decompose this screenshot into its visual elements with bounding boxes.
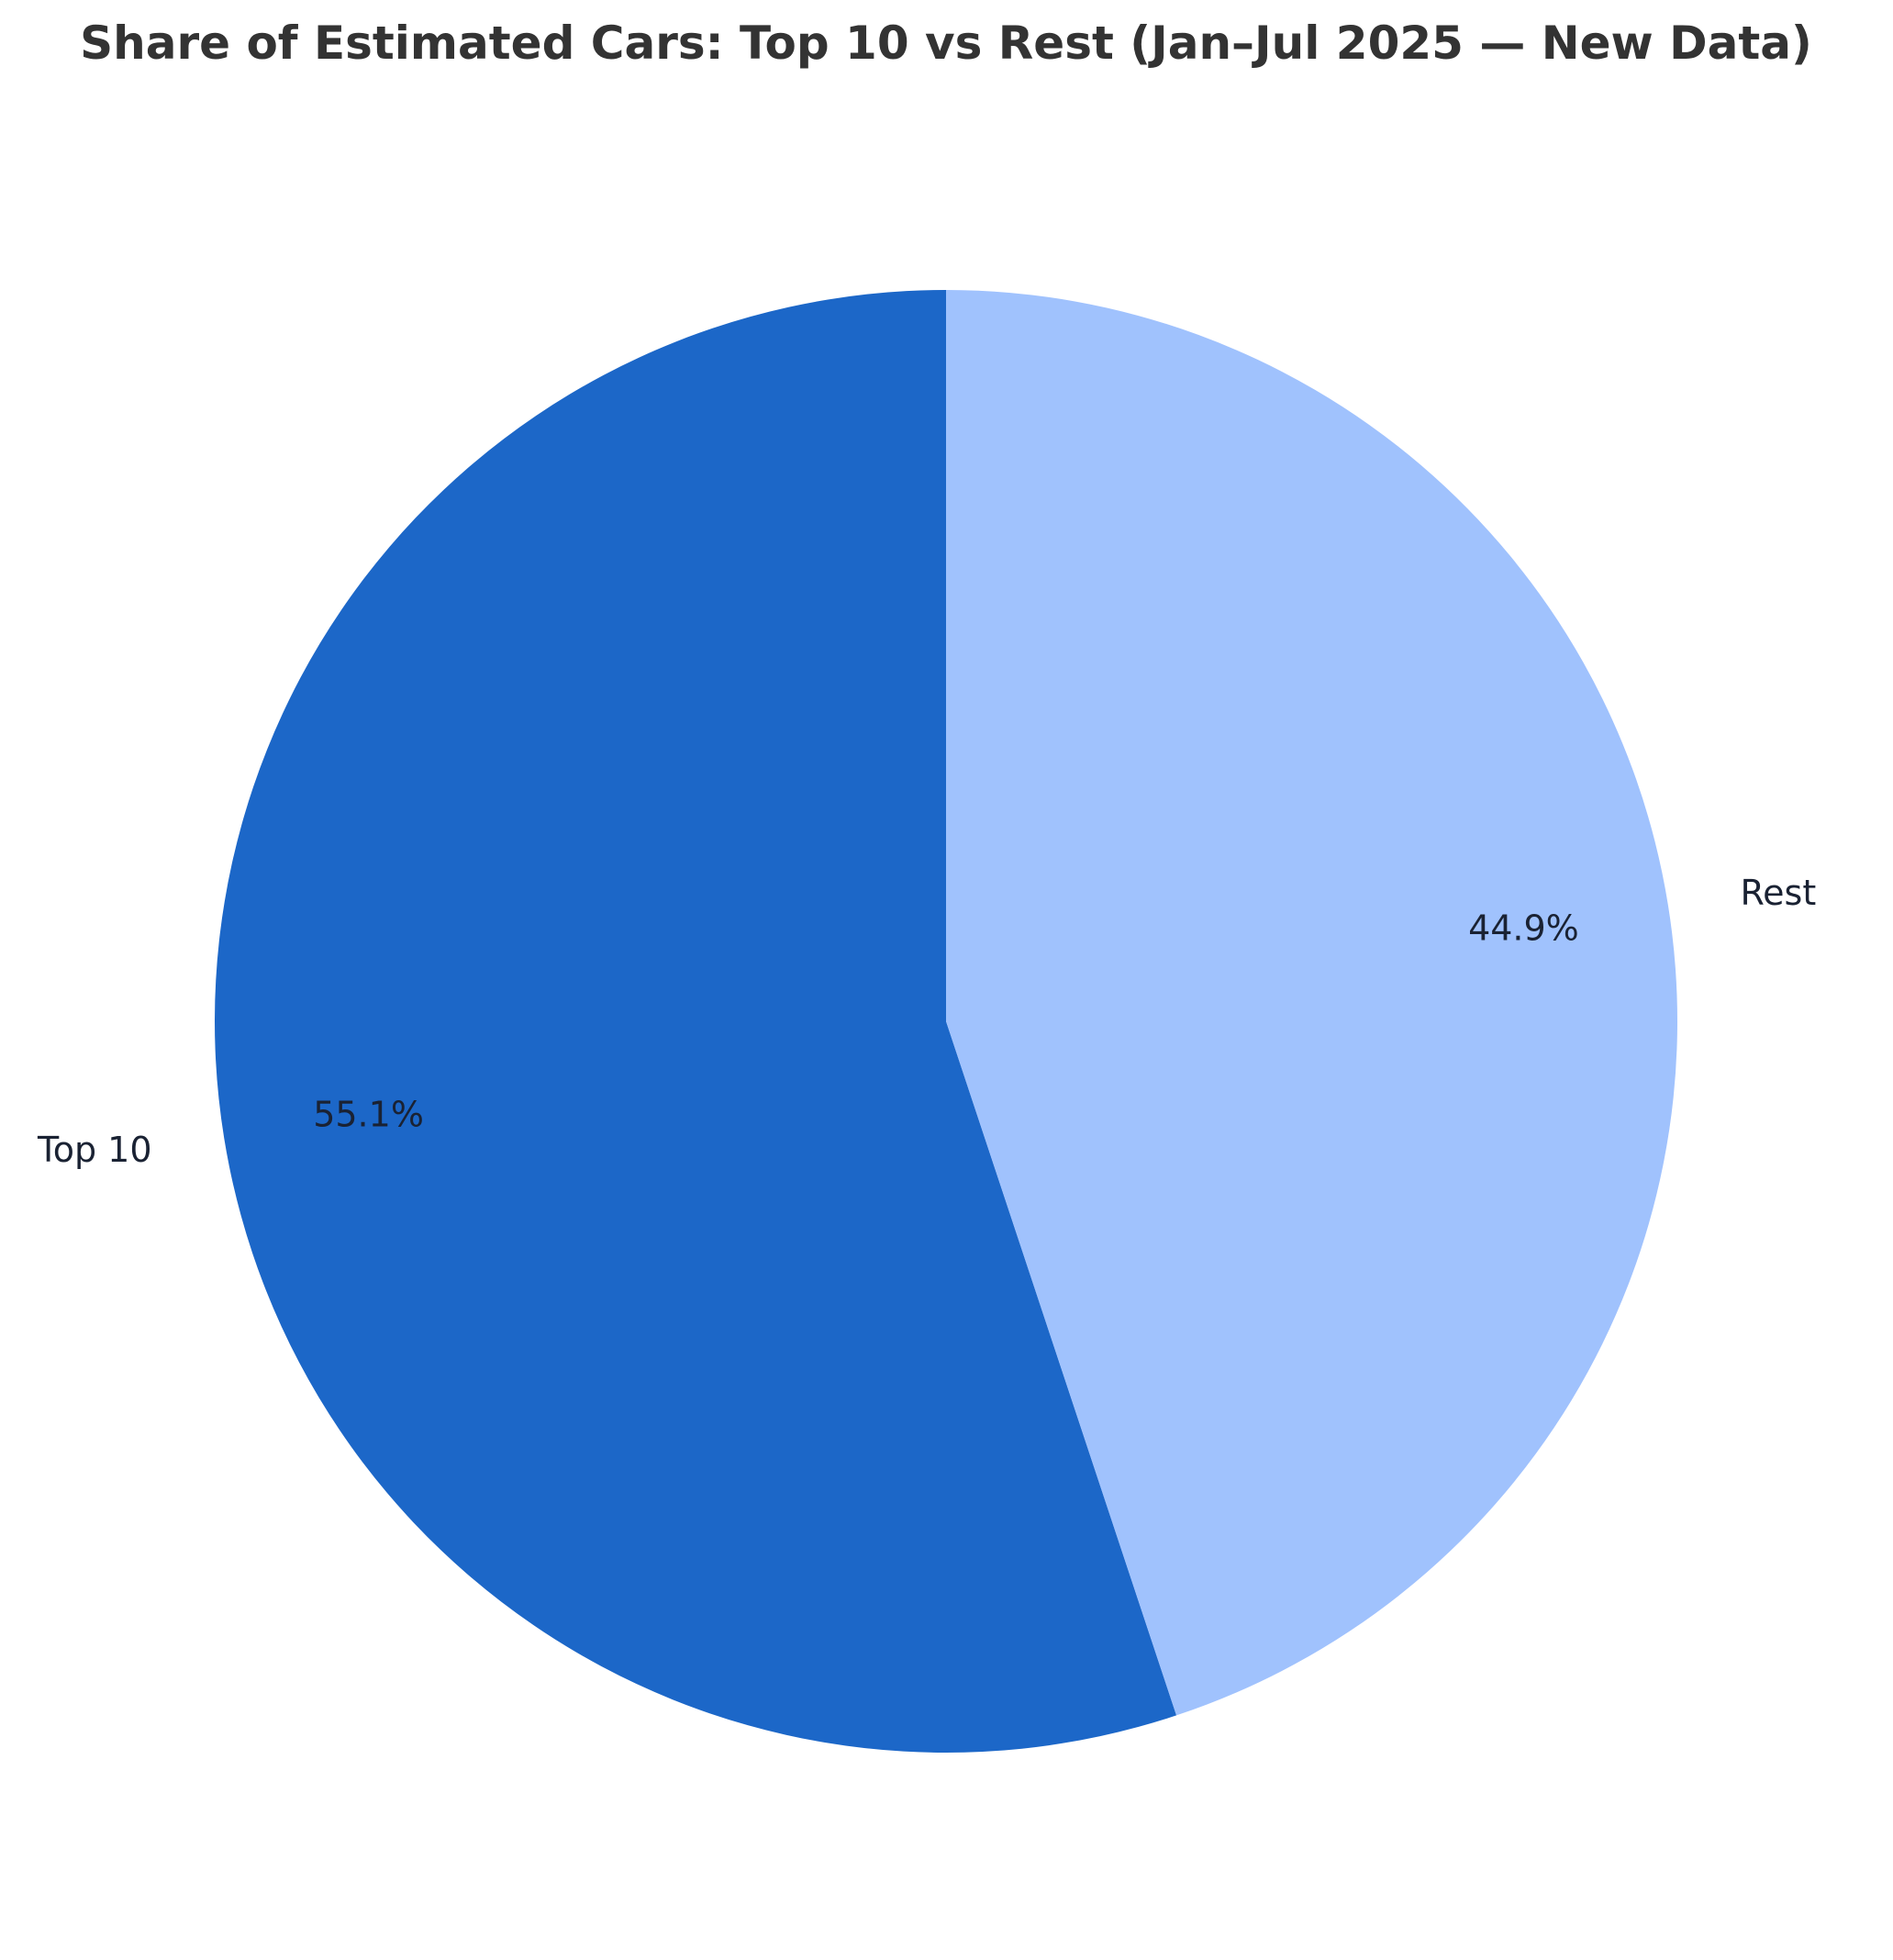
chart-title: Share of Estimated Cars: Top 10 vs Rest …: [80, 17, 1812, 70]
pie-slices: [215, 290, 1677, 1753]
pie-labels: 55.1% Top 10 44.9% Rest: [37, 873, 1816, 1170]
pie-slice-rest: [946, 290, 1677, 1716]
pct-label: 55.1%: [313, 1095, 424, 1135]
category-label: Top 10: [37, 1130, 152, 1170]
category-label: Rest: [1740, 873, 1816, 913]
pie-slice-top-10: [215, 290, 1177, 1753]
pct-label: 44.9%: [1468, 908, 1579, 948]
